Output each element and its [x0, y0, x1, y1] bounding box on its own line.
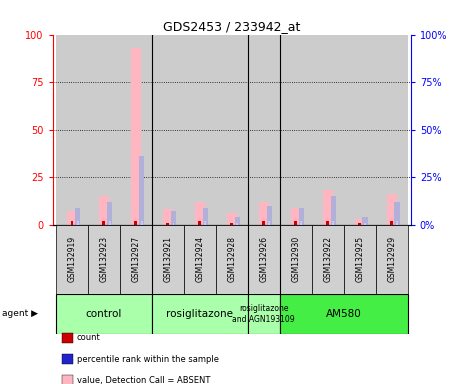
Bar — [171, 211, 176, 225]
Bar — [230, 223, 233, 225]
Text: GSM132926: GSM132926 — [259, 236, 268, 282]
Bar — [344, 35, 375, 225]
Bar — [120, 35, 152, 225]
Text: control: control — [86, 309, 122, 319]
Text: rosiglitazone: rosiglitazone — [166, 309, 233, 319]
Bar — [300, 221, 302, 225]
Bar — [198, 221, 201, 225]
Text: GSM132921: GSM132921 — [163, 236, 173, 282]
Bar — [280, 35, 312, 225]
Bar — [163, 209, 173, 225]
Bar — [88, 35, 120, 225]
Text: agent ▶: agent ▶ — [2, 310, 38, 318]
Text: rosiglitazone
and AGN193109: rosiglitazone and AGN193109 — [232, 304, 295, 324]
Bar — [358, 223, 361, 225]
Bar — [280, 294, 408, 334]
Bar — [195, 202, 205, 225]
Text: value, Detection Call = ABSENT: value, Detection Call = ABSENT — [77, 376, 210, 384]
Bar — [139, 156, 144, 225]
Bar — [134, 221, 137, 225]
Bar — [280, 225, 312, 294]
Bar — [131, 48, 141, 225]
Bar — [184, 225, 216, 294]
Bar — [364, 223, 366, 225]
Bar — [140, 221, 142, 225]
Bar — [75, 207, 80, 225]
Bar — [184, 35, 216, 225]
Bar — [109, 221, 111, 225]
Bar — [323, 190, 333, 225]
Text: percentile rank within the sample: percentile rank within the sample — [77, 354, 218, 364]
Bar — [263, 221, 265, 225]
Bar — [326, 221, 329, 225]
Bar — [248, 35, 280, 225]
Bar — [298, 207, 304, 225]
Text: AM580: AM580 — [326, 309, 362, 319]
Bar — [354, 219, 365, 225]
Text: GSM132925: GSM132925 — [355, 236, 364, 282]
Bar — [216, 35, 248, 225]
Text: count: count — [77, 333, 101, 343]
Text: GSM132927: GSM132927 — [131, 236, 140, 282]
Text: GSM132929: GSM132929 — [387, 236, 396, 282]
Bar — [173, 223, 174, 225]
Bar — [204, 221, 207, 225]
Bar — [344, 225, 375, 294]
Bar — [294, 221, 297, 225]
Bar — [248, 294, 280, 334]
Bar — [236, 223, 238, 225]
Text: GSM132923: GSM132923 — [100, 236, 108, 282]
Bar — [269, 221, 270, 225]
Bar — [56, 35, 88, 225]
Bar — [312, 225, 344, 294]
Bar — [312, 35, 344, 225]
Bar — [56, 294, 152, 334]
Bar — [375, 225, 408, 294]
Text: GSM132924: GSM132924 — [196, 236, 204, 282]
Bar — [330, 196, 336, 225]
Bar — [99, 196, 109, 225]
Bar — [363, 217, 368, 225]
Bar — [375, 35, 408, 225]
Bar — [248, 225, 280, 294]
Title: GDS2453 / 233942_at: GDS2453 / 233942_at — [163, 20, 301, 33]
Text: GSM132928: GSM132928 — [227, 236, 236, 282]
Bar — [67, 211, 77, 225]
Bar — [390, 221, 393, 225]
Bar — [235, 217, 240, 225]
Bar — [167, 223, 169, 225]
Bar — [332, 221, 334, 225]
Bar — [152, 35, 184, 225]
Bar — [71, 221, 73, 225]
Bar — [227, 213, 237, 225]
Text: GSM132919: GSM132919 — [67, 236, 77, 282]
Bar — [88, 225, 120, 294]
Bar — [107, 202, 112, 225]
Text: GSM132930: GSM132930 — [291, 236, 300, 282]
Bar — [394, 202, 400, 225]
Bar — [152, 225, 184, 294]
Bar — [202, 207, 208, 225]
Bar — [77, 221, 78, 225]
Bar — [291, 207, 301, 225]
Text: GSM132922: GSM132922 — [323, 236, 332, 282]
Bar — [259, 202, 269, 225]
Bar — [216, 225, 248, 294]
Bar — [152, 294, 248, 334]
Bar — [386, 194, 397, 225]
Bar — [267, 206, 272, 225]
Bar — [102, 221, 106, 225]
Bar — [56, 225, 88, 294]
Bar — [396, 221, 398, 225]
Bar — [120, 225, 152, 294]
